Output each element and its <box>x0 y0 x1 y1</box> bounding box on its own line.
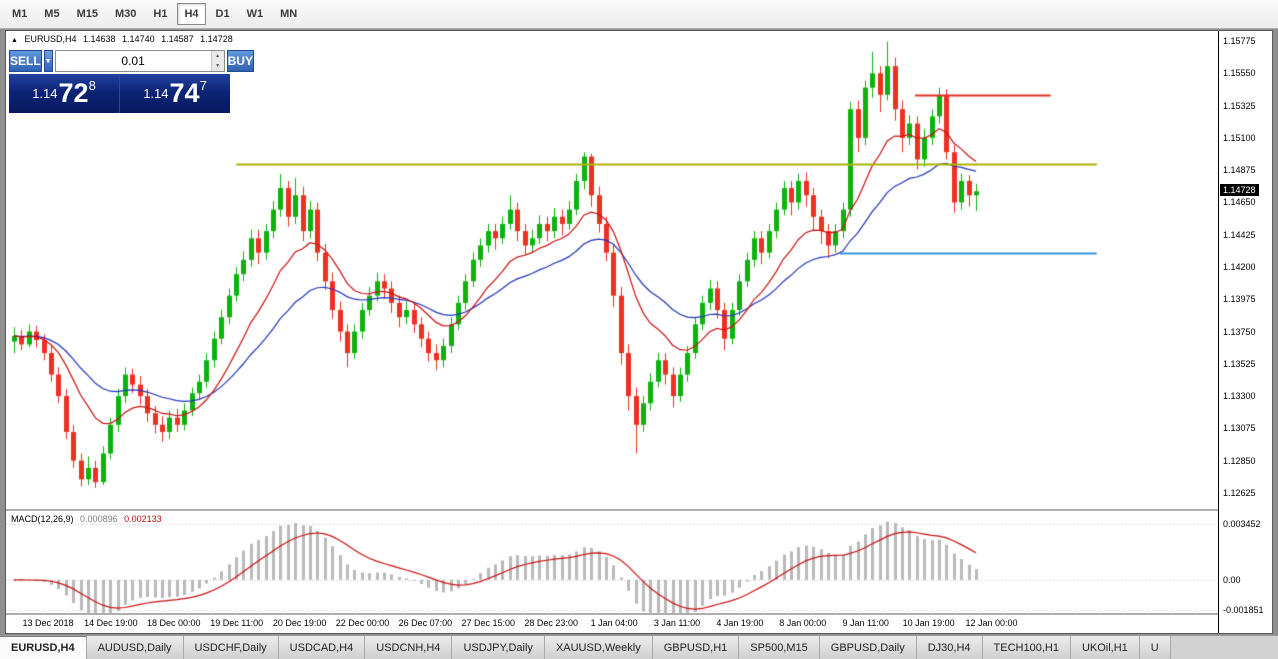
chart-tab-usdchf-daily[interactable]: USDCHF,Daily <box>183 636 279 659</box>
time-axis-label: 22 Dec 00:00 <box>335 618 390 628</box>
chart-tab-tech100-h1[interactable]: TECH100,H1 <box>982 636 1071 659</box>
buy-price-pips: 74 <box>169 78 200 108</box>
chart-tab-gbpusd-h1[interactable]: GBPUSD,H1 <box>652 636 740 659</box>
time-axis-label: 26 Dec 07:00 <box>398 618 453 628</box>
macd-main-value: 0.000896 <box>80 514 118 524</box>
time-axis-label: 27 Dec 15:00 <box>461 618 516 628</box>
buy-price-display[interactable]: 1.14 74 7 <box>119 74 230 113</box>
chart-tab-dj30-h4[interactable]: DJ30,H4 <box>916 636 983 659</box>
pane-divider-main-macd[interactable] <box>6 509 1272 511</box>
price-axis-label: 1.12850 <box>1223 455 1256 466</box>
time-axis-label: 8 Jan 00:00 <box>779 618 827 628</box>
chart-tab-sp500-m15[interactable]: SP500,M15 <box>739 636 820 659</box>
timeframe-button-m5[interactable]: M5 <box>37 3 66 25</box>
price-axis-label: 1.12625 <box>1223 487 1256 498</box>
chart-window: ▲ EURUSD,H4 1.14638 1.14740 1.14587 1.14… <box>5 30 1273 634</box>
timeframe-button-m1[interactable]: M1 <box>5 3 34 25</box>
chart-tab-xauusd-weekly[interactable]: XAUUSD,Weekly <box>544 636 653 659</box>
timeframe-button-h4[interactable]: H4 <box>177 3 206 25</box>
time-axis-label: 13 Dec 2018 <box>22 618 74 628</box>
price-axis-label: 1.14650 <box>1223 197 1256 208</box>
price-axis-label: 1.15325 <box>1223 100 1256 111</box>
macd-axis-label: 0.003452 <box>1223 518 1261 529</box>
chart-tab-eurusd-h4[interactable]: EURUSD,H4 <box>0 636 87 659</box>
time-axis-label: 20 Dec 19:00 <box>272 618 327 628</box>
lot-size-field: ▲ ▼ <box>54 50 225 72</box>
price-axis-label: 1.14425 <box>1223 229 1256 240</box>
price-axis-label: 1.13300 <box>1223 391 1256 402</box>
chart-tab-u[interactable]: U <box>1139 636 1171 659</box>
macd-axis-label: 0.00 <box>1223 574 1241 585</box>
pane-divider-macd-timeaxis[interactable] <box>6 613 1272 615</box>
time-axis-label: 4 Jan 19:00 <box>716 618 764 628</box>
chart-ohlc-header: ▲ EURUSD,H4 1.14638 1.14740 1.14587 1.14… <box>11 34 237 44</box>
macd-indicator-label: MACD(12,26,9) 0.000896 0.002133 <box>11 514 166 524</box>
chevron-down-icon: ▼ <box>44 57 52 65</box>
macd-signal-value: 0.002133 <box>124 514 162 524</box>
time-axis-label: 1 Jan 04:00 <box>590 618 638 628</box>
ohlc-low: 1.14587 <box>161 34 194 44</box>
current-price-tag: 1.14728 <box>1220 184 1259 197</box>
time-axis-label: 3 Jan 11:00 <box>653 618 701 628</box>
timeframe-button-mn[interactable]: MN <box>273 3 304 25</box>
price-axis-label: 1.15550 <box>1223 68 1256 79</box>
chart-tab-ukoil-h1[interactable]: UKOil,H1 <box>1070 636 1140 659</box>
chart-tab-usdcad-h4[interactable]: USDCAD,H4 <box>278 636 366 659</box>
buy-price-prefix: 1.14 <box>143 86 169 101</box>
chart-tab-gbpusd-daily[interactable]: GBPUSD,Daily <box>819 636 917 659</box>
lot-size-stepper: ▲ ▼ <box>210 51 224 71</box>
timeframe-toolbar: M1 M5 M15 M30 H1 H4 D1 W1 MN <box>0 0 1278 29</box>
price-axis-label: 1.15775 <box>1223 36 1256 47</box>
timeframe-button-m15[interactable]: M15 <box>70 3 105 25</box>
time-axis-label: 19 Dec 11:00 <box>210 618 264 628</box>
timeframe-button-h1[interactable]: H1 <box>146 3 174 25</box>
macd-axis-label: -0.001851 <box>1223 604 1264 615</box>
time-axis-label: 9 Jan 11:00 <box>842 618 889 628</box>
one-click-trading-panel: SELL ▼ ▲ ▼ BUY 1.14 72 8 1.14 74 7 <box>9 50 254 113</box>
time-axis-label: 18 Dec 00:00 <box>147 618 201 628</box>
sell-price-pips: 72 <box>58 78 89 108</box>
price-axis-label: 1.15100 <box>1223 132 1256 143</box>
time-axis[interactable]: 13 Dec 2018 14 Dec 19:00 18 Dec 00:00 19 De… <box>6 615 1218 633</box>
spinner-up-icon: ▲ <box>215 52 221 59</box>
price-axis-label: 1.13525 <box>1223 358 1256 369</box>
symbol-tab-bar: EURUSD,H4 AUDUSD,Daily USDCHF,Daily USDCAD,… <box>0 635 1278 659</box>
timeframe-button-d1[interactable]: D1 <box>209 3 237 25</box>
sell-button[interactable]: SELL <box>9 50 42 72</box>
price-axis[interactable]: 1.15775 1.15550 1.15325 1.15100 1.14875 1.146… <box>1218 31 1272 633</box>
buy-button[interactable]: BUY <box>226 50 254 72</box>
sell-price-point: 8 <box>88 78 96 93</box>
lot-size-input[interactable] <box>55 51 211 71</box>
macd-canvas[interactable] <box>6 511 1218 613</box>
timeframe-button-m30[interactable]: M30 <box>108 3 143 25</box>
spinner-down-icon: ▼ <box>215 62 221 69</box>
ohlc-high: 1.14740 <box>122 34 155 44</box>
price-axis-label: 1.14875 <box>1223 165 1256 176</box>
chart-tab-usdjpy-daily[interactable]: USDJPY,Daily <box>452 636 545 659</box>
lot-dropdown-button[interactable]: ▼ <box>43 50 53 72</box>
sell-price-display[interactable]: 1.14 72 8 <box>9 74 119 113</box>
chart-symbol-label: EURUSD,H4 <box>24 34 77 44</box>
time-axis-label: 10 Jan 19:00 <box>902 618 955 628</box>
time-axis-label: 12 Jan 00:00 <box>965 618 1018 628</box>
buy-price-point: 7 <box>199 78 207 93</box>
time-axis-label: 28 Dec 23:00 <box>524 618 578 628</box>
price-axis-label: 1.13750 <box>1223 326 1256 337</box>
ohlc-close: 1.14728 <box>200 34 233 44</box>
lot-increase-button[interactable]: ▲ <box>211 51 224 61</box>
symbol-marker-icon: ▲ <box>11 37 18 44</box>
macd-name: MACD(12,26,9) <box>11 514 74 524</box>
chart-tab-audusd-daily[interactable]: AUDUSD,Daily <box>86 636 184 659</box>
lot-decrease-button[interactable]: ▼ <box>211 61 224 71</box>
sell-price-prefix: 1.14 <box>32 86 58 101</box>
price-axis-label: 1.14200 <box>1223 261 1256 272</box>
timeframe-button-w1[interactable]: W1 <box>240 3 271 25</box>
time-axis-label: 14 Dec 19:00 <box>84 618 138 628</box>
ohlc-open: 1.14638 <box>82 34 116 44</box>
price-axis-label: 1.13075 <box>1223 423 1256 434</box>
price-axis-label: 1.13975 <box>1223 294 1256 305</box>
chart-tab-usdcnh-h4[interactable]: USDCNH,H4 <box>365 636 453 659</box>
